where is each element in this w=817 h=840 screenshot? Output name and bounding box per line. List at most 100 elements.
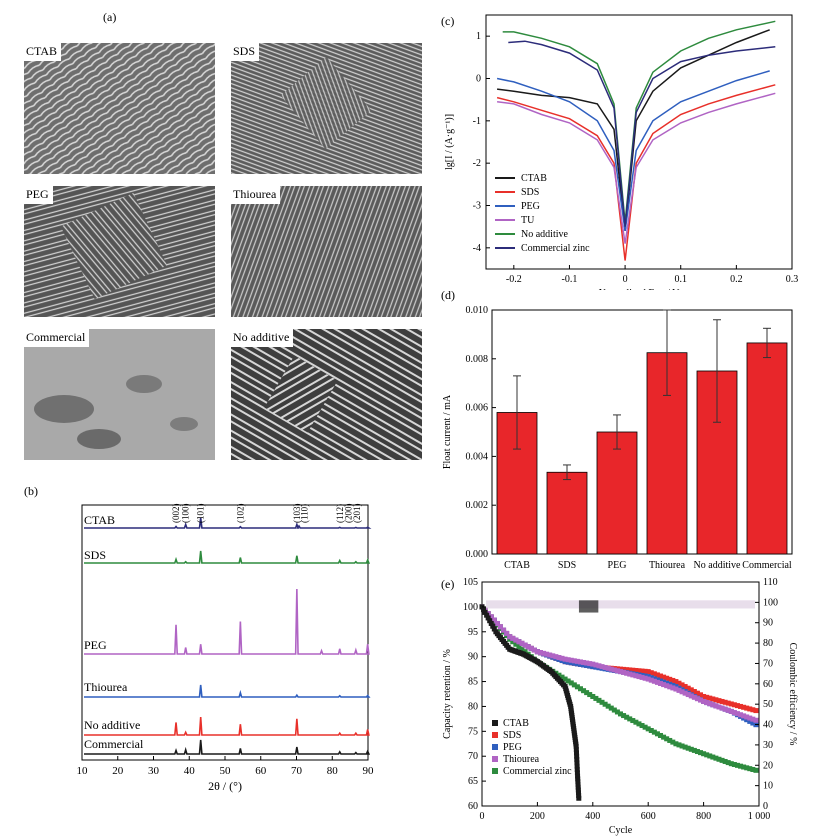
xrd-peak-annotation: (201) [352,504,362,524]
data-point [630,667,636,673]
x-tick-label: 0.2 [730,274,743,285]
x-tick-label: 90 [363,765,375,777]
data-point [605,703,611,709]
sem-texture [24,329,215,460]
data-point [553,654,559,660]
x-tick-label: 400 [585,811,600,822]
data-point [556,654,562,660]
data-point [688,746,694,752]
data-point [738,712,744,718]
data-point [504,630,510,636]
y2-tick-label: 110 [763,577,778,588]
data-point [602,701,608,707]
data-point [581,659,587,665]
y2-tick-label: 70 [763,658,773,669]
y-tick-label: -3 [473,201,481,212]
data-point [575,790,581,796]
data-point [599,664,605,670]
y-axis-label: Capacity retention / % [442,649,453,739]
data-point [575,773,581,779]
data-point [670,685,676,691]
data-point [753,717,759,723]
data-point [550,653,556,659]
data-point [667,737,673,743]
panel-label-e: (e) [441,577,455,591]
x-tick-label: 200 [530,811,545,822]
data-point [707,695,713,701]
data-point [574,760,580,766]
panel-label-d: (d) [441,288,455,302]
xrd-series-label: SDS [84,548,106,562]
sem-image-ctab: CTAB [24,43,215,174]
sem-label-sds: SDS [231,43,260,61]
data-point [728,708,734,714]
data-point [507,634,513,640]
cycle-life-chart: 0 200 400 600 800 1 0006065707580859095100105… [442,577,798,836]
y-tick-label: 75 [468,726,478,737]
data-point [673,679,679,685]
data-point [654,731,660,737]
xrd-peak-annotation: (102) [235,504,245,524]
data-point [744,717,750,723]
y2-tick-label: 40 [763,720,773,731]
data-point [642,668,648,674]
data-point [624,667,630,673]
data-point [701,693,707,699]
x-tick-label: 1 000 [748,811,771,822]
y-tick-label: 0.010 [466,305,489,316]
data-point [642,724,648,730]
data-point [679,682,685,688]
data-point [698,692,704,698]
data-point [694,696,700,702]
xrd-series-line [84,684,371,698]
float-current-chart: CTAB SDS PEG Thiourea No additive Commercial 0… [442,305,793,571]
data-point [685,685,691,691]
x-axis-label: Normalized E_n / V [599,288,680,290]
data-point [630,672,636,678]
data-point [621,666,627,672]
data-point [624,670,630,676]
y2-tick-label: 60 [763,679,773,690]
data-point [744,714,750,720]
data-point [670,739,676,745]
xrd-peak-annotation: (101) [196,504,206,524]
y-tick-label: 60 [468,801,478,812]
data-point [491,617,497,623]
x-tick-label: 600 [641,811,656,822]
x-tick-label: 50 [220,765,232,777]
legend-label: SDS [503,730,521,741]
data-point [738,763,744,769]
data-point [525,644,531,650]
data-point [531,647,537,653]
data-point [522,642,528,648]
legend-swatch [492,744,498,750]
data-point [738,703,744,709]
data-point [568,657,574,663]
x-tick-label: 60 [255,765,267,777]
data-point [725,760,731,766]
data-point [648,728,654,734]
data-point [534,649,540,655]
data-point [593,662,599,668]
sem-label-peg: PEG [24,186,53,204]
data-point [559,655,565,661]
data-point [661,682,667,688]
y2-axis-label: Coulombic efficiency / % [787,643,798,746]
data-point [661,674,667,680]
coulombic-efficiency-ctab [578,600,599,613]
data-point [645,676,651,682]
data-point [676,687,682,693]
bar [596,431,638,555]
sem-label-no-additive: No additive [231,329,294,347]
bar [546,471,588,555]
y-tick-label: 0.000 [466,549,489,560]
data-point [516,639,522,645]
sem-texture [231,186,422,317]
data-point [574,684,580,690]
xrd-peak-annotation: (103) [292,504,302,524]
y2-tick-label: 0 [763,801,768,812]
panel-label-b: (b) [24,484,38,498]
data-point [488,620,494,626]
data-point [596,697,602,703]
y2-tick-label: 10 [763,781,773,792]
